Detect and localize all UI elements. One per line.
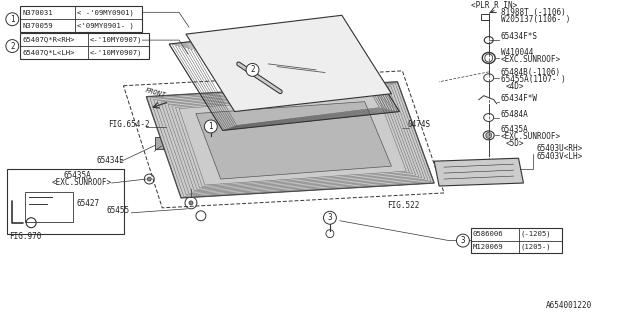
Circle shape [486,132,492,138]
Polygon shape [147,82,434,198]
Text: 0474S: 0474S [407,120,431,130]
Text: 65434E: 65434E [97,156,124,165]
Polygon shape [434,158,524,186]
Text: 65434F*W: 65434F*W [500,94,538,103]
Text: FIG.654-2: FIG.654-2 [109,120,150,130]
Text: 65407Q*L<LH>: 65407Q*L<LH> [22,50,75,55]
Circle shape [204,120,217,133]
Circle shape [246,63,259,76]
Text: 81988T (-1106): 81988T (-1106) [500,8,565,17]
Text: < -'09MY0901): < -'09MY0901) [77,10,134,16]
Circle shape [456,234,469,247]
Text: 1: 1 [209,122,213,131]
Text: A654001220: A654001220 [547,301,593,310]
Text: <EXC.SUNROOF>: <EXC.SUNROOF> [500,55,561,64]
Text: <-'10MY0907): <-'10MY0907) [90,36,142,43]
Text: 65484A: 65484A [500,109,529,118]
Bar [471,228,562,253]
Circle shape [6,40,19,52]
Text: W410044: W410044 [500,48,533,57]
Text: 65455: 65455 [107,206,130,215]
Text: 65434F*S: 65434F*S [500,32,538,41]
Bar [20,33,149,59]
Text: 65435A: 65435A [64,171,92,180]
Circle shape [147,177,151,181]
Text: 65403U<RH>: 65403U<RH> [536,144,582,153]
Text: N370031: N370031 [22,10,53,16]
Bar [481,14,489,20]
Text: 2: 2 [10,42,15,51]
Circle shape [323,211,337,224]
Text: <EXC.SUNROOF>: <EXC.SUNROOF> [52,178,112,187]
Text: 65455A(1107- ): 65455A(1107- ) [500,75,565,84]
Polygon shape [196,102,392,179]
Circle shape [484,54,493,62]
Bar [25,192,73,222]
Text: <EXC.SUNROOF>: <EXC.SUNROOF> [500,132,561,141]
Bar [7,169,124,234]
Text: 1: 1 [10,15,15,24]
Text: 65427: 65427 [77,199,100,208]
Text: 65435A: 65435A [500,125,529,134]
Text: <5D>: <5D> [506,139,524,148]
Text: 3: 3 [461,236,465,245]
Text: 65484B(-1106): 65484B(-1106) [500,68,561,77]
Text: N370059: N370059 [22,23,53,29]
Text: W205137(1106- ): W205137(1106- ) [500,15,570,24]
Text: M120069: M120069 [473,244,504,250]
Text: 0586006: 0586006 [473,231,504,237]
Text: (-1205): (-1205) [520,231,551,237]
Text: 2: 2 [250,65,255,74]
Polygon shape [186,15,392,112]
Bar [156,137,163,149]
Text: (1205-): (1205-) [520,244,551,250]
Text: <4D>: <4D> [506,82,524,91]
Text: <PLR R IN>: <PLR R IN> [471,1,517,10]
Text: 65403V<LH>: 65403V<LH> [536,152,582,161]
Bar [20,6,142,32]
Text: <-'10MY0907): <-'10MY0907) [90,49,142,56]
Circle shape [6,13,19,26]
Circle shape [189,201,193,205]
Text: FRONT: FRONT [144,87,166,99]
Text: <'09MY0901- ): <'09MY0901- ) [77,22,134,29]
Text: 3: 3 [328,213,332,222]
Text: FIG.522: FIG.522 [387,201,420,210]
Text: FIG.970: FIG.970 [10,232,42,241]
Text: 65407Q*R<RH>: 65407Q*R<RH> [22,36,75,43]
